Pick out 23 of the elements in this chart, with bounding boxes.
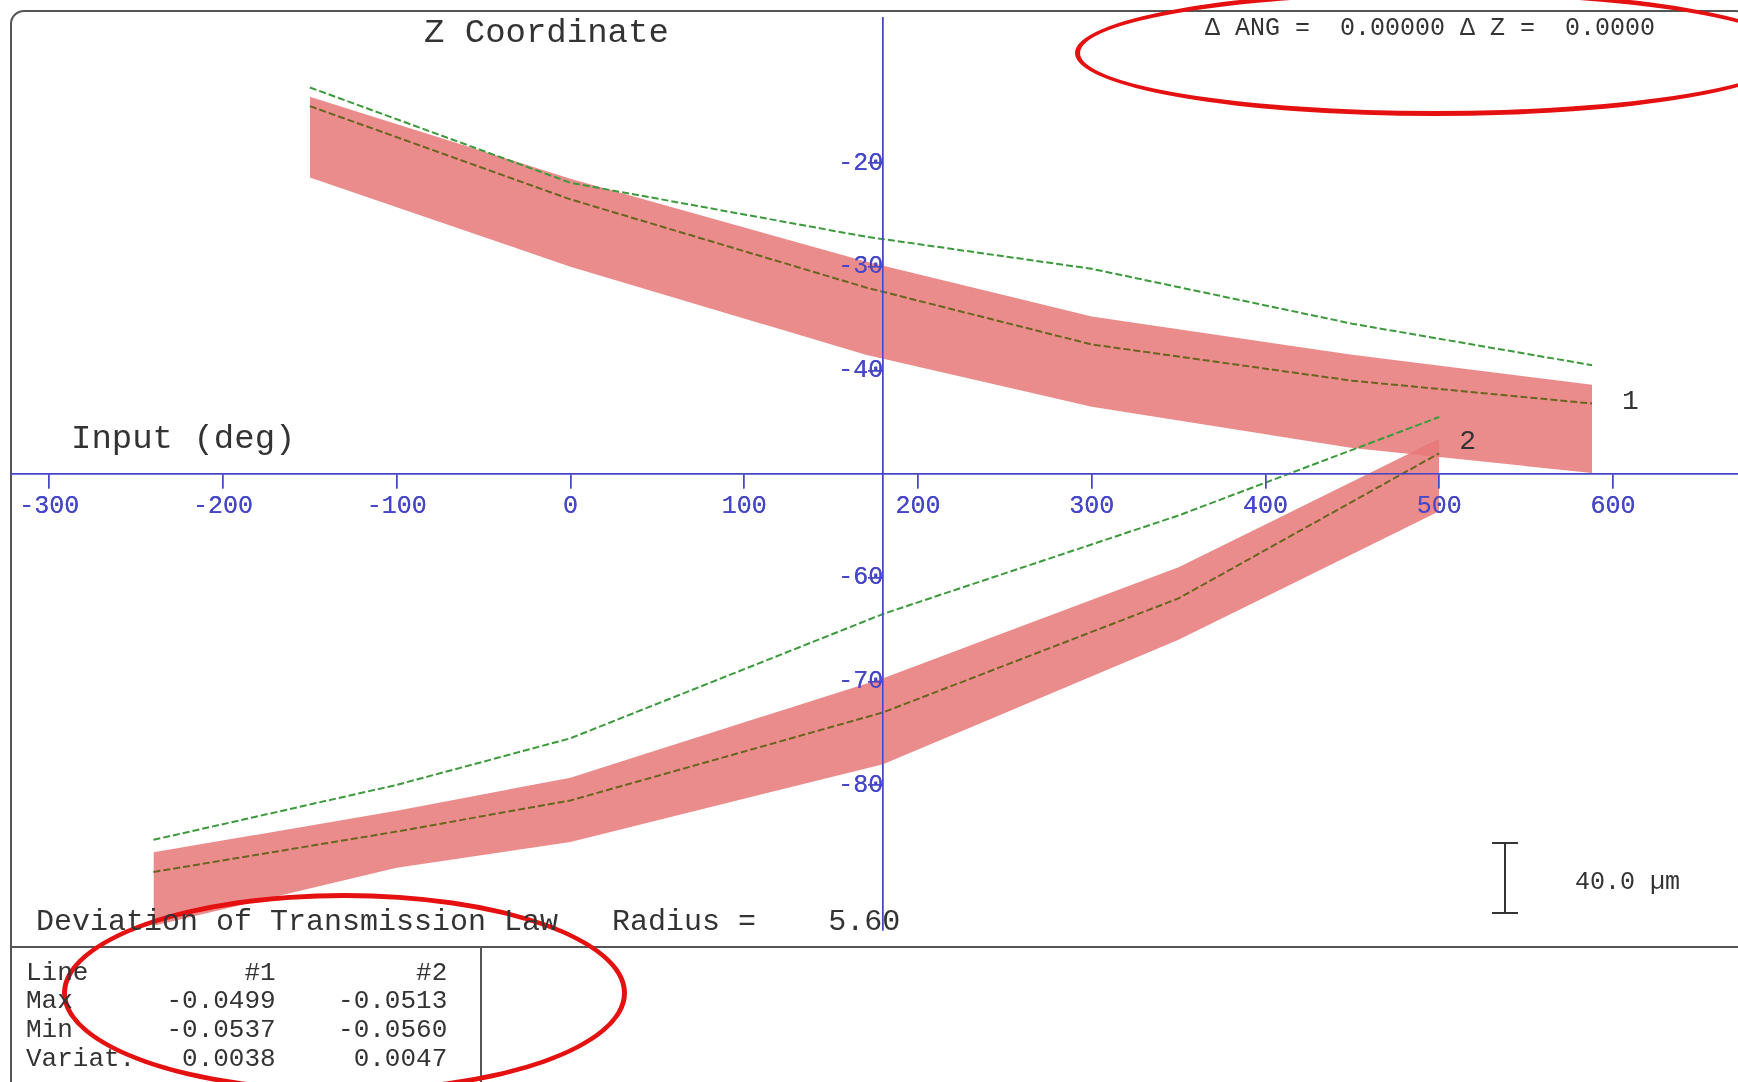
text: Min -0.0537 -0.0560 — [26, 1015, 448, 1045]
line-series — [308, 105, 1594, 405]
y-tick-label: -20 — [838, 148, 884, 178]
x-tick-label: 100 — [721, 491, 767, 521]
annotation: Δ ANG = 0.00000 Δ Z = 0.0000 — [1205, 14, 1656, 43]
chart-title: Z Coordinate — [423, 14, 669, 52]
text: Variat. 0.0038 0.0047 — [26, 1044, 448, 1074]
x-axis-title: Input (deg) — [71, 420, 296, 458]
y-tick-label: -60 — [838, 563, 884, 593]
y-tick-label: -80 — [838, 770, 884, 800]
x-tick-label: 0 — [562, 491, 578, 521]
y-tick-label: -30 — [838, 252, 884, 282]
y-tick-label: -40 — [838, 355, 884, 385]
x-tick-label: -100 — [366, 491, 427, 521]
x-tick-label: 200 — [895, 491, 941, 521]
x-tick-label: -300 — [19, 491, 80, 521]
x-tick-label: 400 — [1242, 491, 1288, 521]
series-label: 2 — [1459, 425, 1476, 457]
annotation: 40.0 µm — [1575, 868, 1681, 897]
x-tick-label: 300 — [1069, 491, 1115, 521]
series-label: 1 — [1622, 385, 1639, 417]
x-tick-label: -200 — [192, 491, 253, 521]
x-tick-label: 600 — [1590, 491, 1636, 521]
